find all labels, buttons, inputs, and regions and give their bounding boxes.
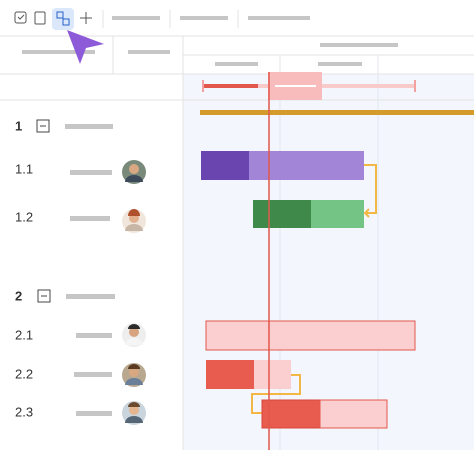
task-progress[interactable]: [206, 360, 254, 389]
avatar: [122, 363, 146, 387]
name-placeholder: [65, 124, 113, 129]
task-label: 1.1: [15, 161, 33, 176]
task-label: 2.3: [15, 404, 33, 419]
menu-placeholder[interactable]: [180, 16, 228, 20]
checkbox-tool[interactable]: [14, 11, 27, 24]
name-placeholder: [70, 170, 112, 175]
column-placeholder: [128, 50, 170, 54]
chart-area: [183, 74, 474, 450]
task-tool[interactable]: [34, 11, 46, 25]
name-placeholder: [76, 333, 112, 338]
period-placeholder: [320, 43, 398, 47]
task-bars: [200, 110, 474, 429]
cursor: [67, 30, 104, 64]
period-placeholder: [318, 62, 362, 66]
toolbar: [14, 8, 310, 30]
task-progress[interactable]: [201, 151, 249, 180]
task-bar[interactable]: [249, 151, 364, 180]
task-label: 2.2: [15, 366, 33, 381]
avatar: [122, 209, 146, 233]
group-label: 1: [15, 118, 22, 133]
group-bar[interactable]: [205, 320, 416, 351]
link-icon: [56, 11, 64, 19]
collapse-button[interactable]: [36, 119, 50, 133]
avatar: [122, 401, 146, 425]
row-labels: 1 1.1 1.2 2 2.1 2.2 2.3: [15, 118, 115, 419]
collapse-button[interactable]: [37, 289, 51, 303]
name-placeholder: [70, 216, 110, 221]
task-bar[interactable]: [254, 360, 291, 389]
task-label: 2.1: [15, 327, 33, 342]
avatar: [122, 323, 146, 347]
task-bar[interactable]: [311, 200, 364, 228]
column-placeholder: [22, 50, 95, 54]
menu-placeholder[interactable]: [248, 16, 310, 20]
task-progress[interactable]: [261, 399, 321, 429]
header: [22, 36, 474, 450]
period-placeholder: [215, 62, 258, 66]
name-placeholder: [76, 411, 112, 416]
dependency-link: [251, 374, 301, 414]
avatar: [122, 160, 146, 184]
split-tool[interactable]: [80, 12, 92, 24]
check-icon: [17, 14, 25, 20]
name-placeholder: [74, 372, 112, 377]
dependency-link: [364, 164, 377, 214]
task-label: 1.2: [15, 209, 33, 224]
task-progress[interactable]: [253, 200, 311, 228]
name-placeholder: [66, 294, 115, 299]
overview: [202, 72, 416, 100]
link-icon: [62, 18, 70, 26]
group-bar[interactable]: [200, 110, 474, 115]
group-label: 2: [15, 288, 22, 303]
task-bar[interactable]: [319, 399, 388, 429]
link-arrow: [363, 208, 370, 218]
avatars: [122, 160, 146, 425]
menu-placeholder[interactable]: [112, 16, 160, 20]
